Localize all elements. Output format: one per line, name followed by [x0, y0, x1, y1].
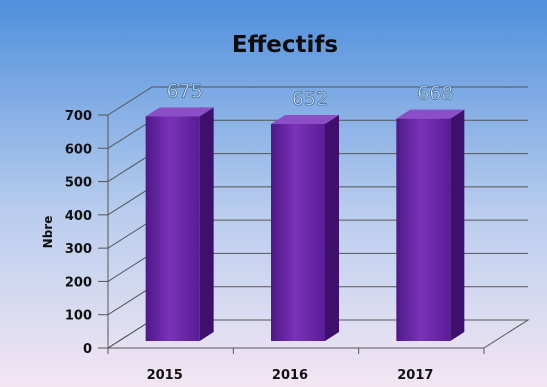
- gridline-diagonal: [107, 86, 153, 116]
- bar-side: [450, 109, 465, 341]
- y-tick-label: 0: [83, 342, 92, 357]
- y-tick-label: 200: [65, 275, 92, 290]
- x-axis-ticks: 2015 2016 2017: [107, 348, 485, 383]
- bar-top: [145, 107, 214, 117]
- gridline-diagonal: [107, 319, 153, 349]
- data-labels: 675 652 668: [166, 80, 454, 110]
- gridline-diagonal: [107, 219, 153, 249]
- bar-top: [396, 109, 465, 119]
- y-tick-label: 400: [65, 209, 92, 224]
- x-tick-label: 2017: [397, 368, 433, 383]
- bar-2016: [271, 114, 339, 341]
- bar-2017: [396, 109, 465, 341]
- data-label: 652: [292, 88, 328, 110]
- bar-side: [325, 114, 339, 341]
- bars: [145, 107, 465, 341]
- bar-front: [271, 123, 325, 341]
- y-axis-label: Nbre: [41, 216, 55, 249]
- bar-front: [396, 118, 451, 341]
- gridline-diagonal: [107, 119, 153, 149]
- gridline-diagonal: [107, 186, 153, 216]
- bar-top: [271, 114, 339, 124]
- data-label: 675: [167, 80, 203, 102]
- data-label: 668: [417, 83, 453, 105]
- y-tick-label: 700: [65, 109, 92, 124]
- x-tick-label: 2016: [272, 368, 308, 383]
- y-tick-label: 600: [65, 142, 92, 157]
- y-tick-label: 100: [65, 309, 92, 324]
- gridlines: [107, 86, 528, 349]
- gridline-diagonal: [107, 253, 153, 282]
- x-tick-label: 2015: [147, 368, 183, 383]
- gridline-diagonal: [107, 153, 153, 182]
- y-axis: 0 100 200 300 400 500 600 700: [65, 109, 109, 357]
- gridline-diagonal: [107, 286, 153, 316]
- chart-title: Effectifs: [232, 32, 338, 58]
- y-tick-label: 300: [65, 242, 92, 257]
- bar-2015: [145, 107, 214, 341]
- bar-front: [145, 116, 200, 341]
- y-tick-label: 500: [65, 176, 92, 191]
- bar-side: [199, 107, 214, 341]
